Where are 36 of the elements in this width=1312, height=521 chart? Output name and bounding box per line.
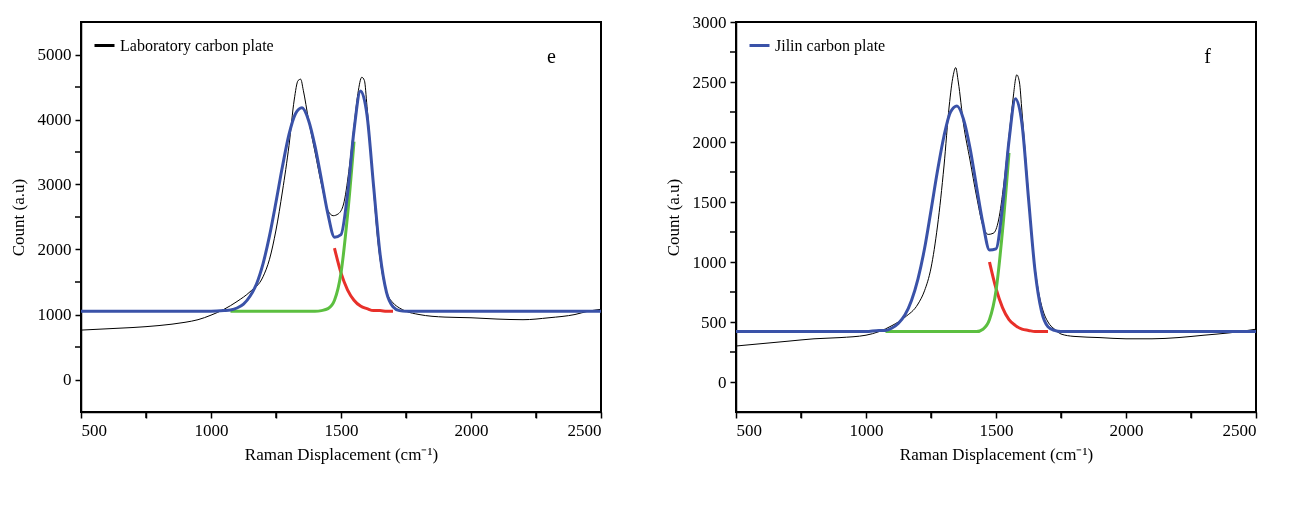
y-tick-label: 3000	[37, 175, 72, 194]
y-tick-label: 2500	[692, 72, 727, 92]
x-tick-label: 1000	[849, 420, 884, 440]
y-tick-label: 500	[701, 312, 727, 332]
annotation: f	[1204, 45, 1212, 67]
annotation: e	[547, 45, 557, 67]
y-tick-label: 1000	[37, 305, 72, 324]
x-axis-title: Raman Displacement (cm⁻¹)	[899, 444, 1094, 464]
y-tick-label: 5000	[37, 45, 72, 64]
y-axis-title: Count (a.u)	[8, 178, 28, 257]
x-axis-title: Raman Displacement (cm⁻¹)	[244, 444, 439, 464]
x-tick-label: 500	[736, 420, 762, 440]
line-series	[333, 246, 395, 313]
line-series	[229, 140, 356, 313]
y-tick-label: 3000	[692, 12, 727, 32]
y-tick-label: 1000	[692, 252, 727, 272]
y-tick-label: 0	[63, 370, 72, 389]
x-tick-label: 1500	[324, 420, 359, 440]
y-tick-label: 2000	[692, 132, 727, 152]
y-tick-label: 2000	[37, 240, 72, 259]
x-tick-label: 2500	[1222, 420, 1257, 440]
legend-label: Jilin carbon plate	[775, 36, 886, 55]
x-tick-label: 1500	[979, 420, 1014, 440]
line-series	[988, 260, 1050, 334]
y-axis-title: Count (a.u)	[663, 178, 683, 257]
y-tick-label: 1500	[692, 192, 727, 212]
x-tick-label: 1000	[194, 420, 229, 440]
legend-label: Laboratory carbon plate	[120, 36, 274, 55]
line-series	[884, 151, 1011, 334]
y-tick-label: 4000	[37, 110, 72, 129]
x-tick-label: 2500	[567, 420, 602, 440]
x-tick-label: 2000	[454, 420, 489, 440]
x-tick-label: 2000	[1109, 420, 1144, 440]
line-series	[736, 97, 1256, 334]
x-tick-label: 500	[81, 420, 107, 440]
y-tick-label: 0	[718, 372, 727, 392]
